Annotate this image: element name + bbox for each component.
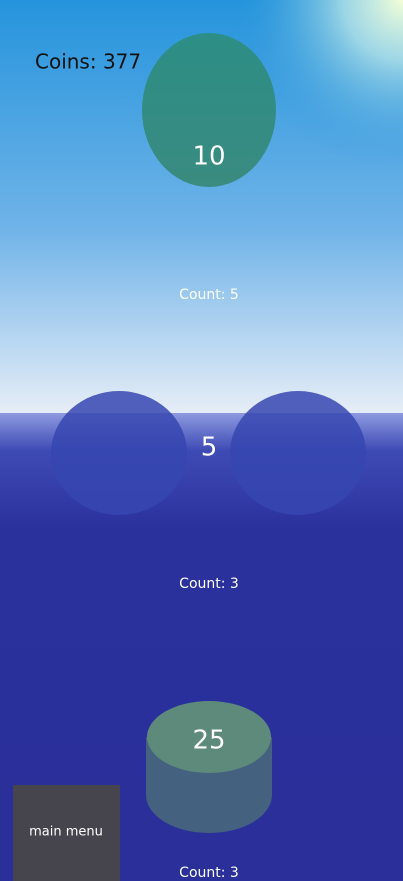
main-menu-button[interactable]: main menu (13, 785, 120, 881)
target-value: 5 (201, 433, 218, 463)
button-label: main menu (29, 825, 103, 840)
target-count: Count: 3 (179, 865, 239, 881)
target-value: 25 (192, 726, 225, 756)
game-screen: 10 Count: 5 5 Count: 3 25 Count: 3 Coins… (0, 0, 403, 881)
target[interactable] (51, 391, 187, 515)
target-count: Count: 3 (179, 576, 239, 592)
coins-counter: Coins: 377 (35, 50, 141, 74)
target[interactable] (146, 701, 272, 833)
target-count: Count: 5 (179, 287, 239, 303)
target[interactable] (230, 391, 366, 515)
target-value: 10 (192, 142, 225, 172)
